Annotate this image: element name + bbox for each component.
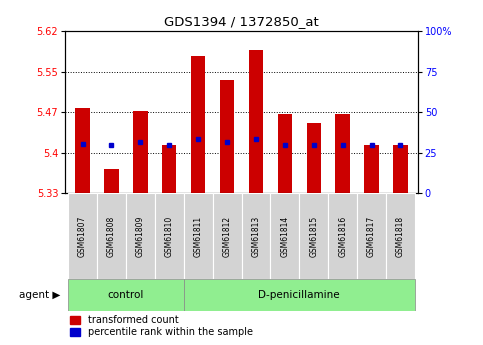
Bar	[357, 193, 386, 279]
Text: GSM61818: GSM61818	[396, 216, 405, 257]
Text: control: control	[108, 290, 144, 300]
Bar	[364, 145, 379, 193]
Bar	[126, 193, 155, 279]
Text: GDS1394 / 1372850_at: GDS1394 / 1372850_at	[164, 16, 319, 29]
Text: GSM61811: GSM61811	[194, 216, 203, 257]
Text: GSM61807: GSM61807	[78, 216, 87, 257]
Bar	[328, 193, 357, 279]
Bar	[68, 279, 184, 311]
Bar	[335, 114, 350, 193]
Text: GSM61817: GSM61817	[367, 216, 376, 257]
Text: GSM61810: GSM61810	[165, 216, 174, 257]
Bar	[299, 193, 328, 279]
Bar	[242, 193, 270, 279]
Text: GSM61815: GSM61815	[309, 216, 318, 257]
Text: GSM61813: GSM61813	[252, 216, 260, 257]
Text: agent ▶: agent ▶	[19, 290, 60, 300]
Bar	[133, 110, 148, 193]
Bar	[104, 169, 119, 193]
Text: D-penicillamine: D-penicillamine	[258, 290, 340, 300]
Text: GSM61816: GSM61816	[338, 216, 347, 257]
Text: GSM61812: GSM61812	[223, 216, 231, 257]
Bar	[270, 193, 299, 279]
Bar	[68, 193, 97, 279]
Bar	[249, 50, 263, 193]
Bar	[97, 193, 126, 279]
Bar	[220, 80, 234, 193]
Bar	[191, 57, 205, 193]
Bar	[184, 193, 213, 279]
Text: GSM61808: GSM61808	[107, 216, 116, 257]
Bar	[162, 145, 176, 193]
Bar	[278, 114, 292, 193]
Bar	[75, 108, 90, 193]
Bar	[386, 193, 415, 279]
Legend: transformed count, percentile rank within the sample: transformed count, percentile rank withi…	[70, 315, 253, 337]
Bar	[155, 193, 184, 279]
Bar	[393, 145, 408, 193]
Bar	[213, 193, 242, 279]
Bar	[307, 123, 321, 193]
Bar	[184, 279, 415, 311]
Text: GSM61814: GSM61814	[280, 216, 289, 257]
Text: GSM61809: GSM61809	[136, 216, 145, 257]
